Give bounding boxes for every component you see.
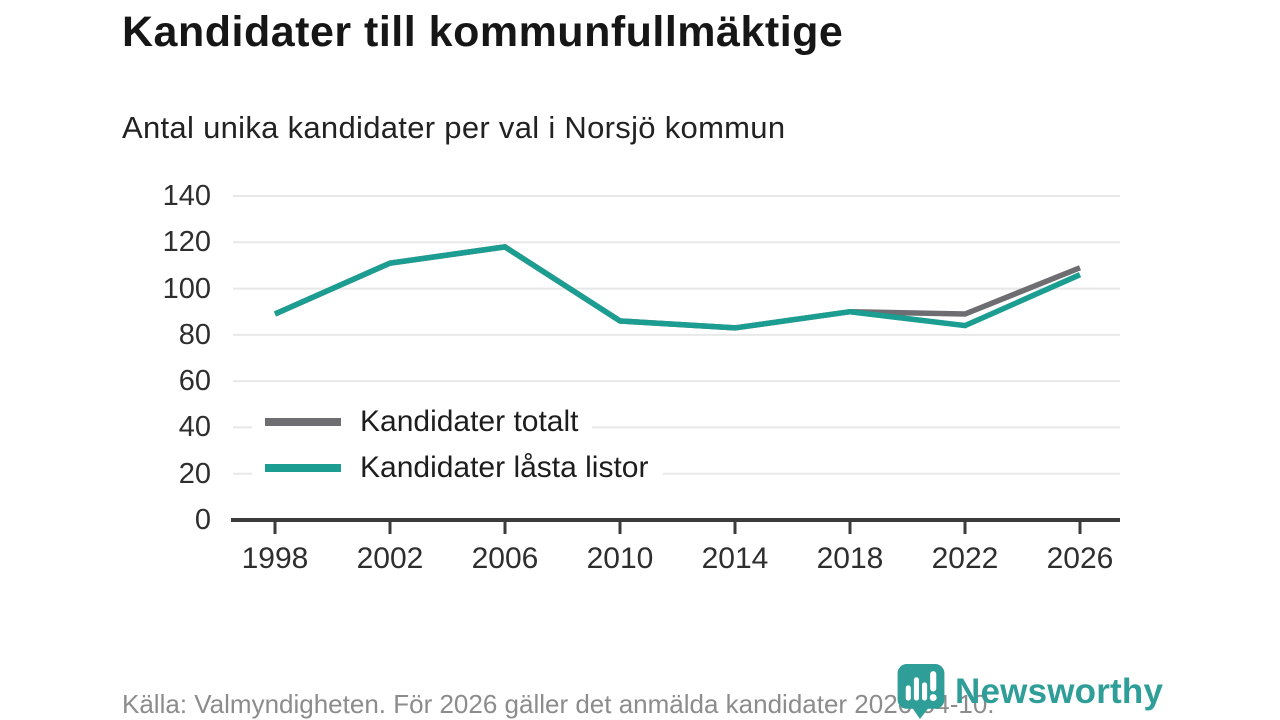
x-axis-tick-label: 2006: [471, 542, 539, 575]
chart-subtitle: Antal unika kandidater per val i Norsjö …: [122, 110, 786, 145]
x-axis-tick-label: 2026: [1046, 542, 1114, 575]
y-axis-tick-label: 80: [178, 318, 211, 351]
x-axis-tick-label: 2014: [701, 542, 769, 575]
legend-label-lasta-listor: Kandidater låsta listor: [360, 451, 649, 484]
y-axis-tick-label: 120: [162, 226, 211, 259]
legend-swatch-totalt: [265, 418, 341, 426]
x-axis-tick-label: 2010: [586, 542, 654, 575]
y-axis-tick-label: 140: [162, 180, 211, 212]
newsworthy-logo-text: Newsworthy: [955, 671, 1164, 711]
newsworthy-logo-icon: [897, 664, 945, 719]
x-axis-tick-label: 2022: [931, 542, 999, 575]
newsworthy-logo: Newsworthy: [896, 663, 1163, 720]
page-title: Kandidater till kommunfullmäktige: [122, 8, 844, 56]
legend-item-lasta-listor: Kandidater låsta listor: [252, 445, 663, 491]
y-axis-tick-label: 60: [178, 365, 211, 398]
x-axis-tick-label: 2018: [816, 542, 884, 575]
legend-item-totalt: Kandidater totalt: [252, 399, 593, 445]
y-axis-tick-label: 0: [194, 504, 211, 536]
legend-label-totalt: Kandidater totalt: [360, 405, 579, 438]
source-note: Källa: Valmyndigheten. För 2026 gäller d…: [122, 689, 995, 719]
legend-swatch-lasta-listor: [265, 464, 341, 472]
chart-legend: Kandidater totalt Kandidater låsta listo…: [252, 399, 663, 491]
y-axis-tick-label: 100: [162, 272, 211, 305]
y-axis-tick-label: 20: [178, 457, 211, 490]
x-axis-tick-label: 1998: [241, 542, 309, 575]
y-axis-tick-label: 40: [178, 411, 211, 444]
x-axis-tick-label: 2002: [356, 542, 424, 575]
